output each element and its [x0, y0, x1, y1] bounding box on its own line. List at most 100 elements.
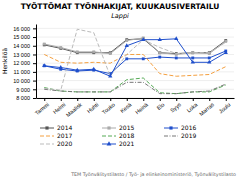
y-tick-label: 13 000 [13, 52, 30, 58]
marker [59, 65, 63, 69]
marker [43, 43, 46, 46]
legend: 20142015201620172018201920202021 [40, 124, 196, 147]
y-tick: 14 000 [13, 43, 36, 49]
x-tick-mark [94, 98, 95, 101]
marker [142, 57, 145, 60]
legend-swatch [164, 136, 178, 137]
y-tick-mark [33, 37, 36, 38]
legend-swatch [40, 136, 54, 137]
footer: TEM Työnvälitystilasto / Työ- ja elinkei… [70, 172, 236, 177]
x-tick-label: Kesä [119, 101, 133, 114]
y-tick: 13 000 [13, 52, 36, 58]
grid-line [36, 45, 234, 46]
x-tick-label: Marras [198, 101, 215, 117]
x-tick-label: Syys [169, 101, 182, 113]
series-line [44, 54, 226, 76]
marker [191, 60, 195, 64]
marker [208, 57, 211, 60]
grid-line [36, 71, 234, 72]
y-tick-mark [33, 72, 36, 73]
legend-item: 2021 [102, 140, 134, 147]
y-tick-mark [33, 54, 36, 55]
legend-label: 2021 [119, 140, 134, 147]
y-tick-mark [33, 63, 36, 64]
marker [125, 57, 128, 60]
marker [108, 74, 112, 78]
legend-marker [169, 126, 172, 129]
x-tick: Touko [101, 98, 116, 115]
grid-line [36, 28, 234, 29]
x-tick-label: Loka [185, 101, 199, 114]
marker [109, 52, 112, 55]
legend-marker [107, 141, 112, 145]
marker [158, 56, 161, 59]
y-tick-mark [33, 81, 36, 82]
marker [191, 51, 194, 54]
y-tick-label: 10 000 [13, 78, 30, 84]
x-tick-mark [160, 98, 161, 101]
marker [191, 51, 194, 54]
series [44, 29, 226, 90]
x-tick-mark [127, 98, 128, 101]
marker [224, 39, 227, 42]
x-tick: Helmi [52, 98, 67, 115]
x-tick-mark [193, 98, 194, 101]
y-axis-title: Henkilöä [1, 48, 8, 74]
y-tick-label: 12 000 [13, 60, 30, 66]
x-tick: Marras [198, 98, 215, 117]
legend-item: 2019 [164, 132, 196, 139]
plot: 8 000 9 000 10 000 11 000 12 000 13 000 14 000… [13, 25, 234, 118]
legend-label: 2016 [181, 124, 196, 131]
x-tick-mark [143, 98, 144, 101]
x-tick-mark [226, 98, 227, 101]
legend-label: 2014 [57, 124, 72, 131]
title: TYÖTTÖMAT TYÖNHAKIJAT, KUUKAUSIVERTAILU [21, 2, 220, 11]
y-tick: 9 000 [16, 87, 36, 93]
legend-marker [107, 126, 110, 129]
x-tick-mark [61, 98, 62, 101]
x-tick-mark [44, 98, 45, 101]
x-tick-label: Huhti [86, 101, 100, 114]
legend-label: 2020 [57, 140, 72, 147]
chart: TYÖTTÖMAT TYÖNHAKIJAT, KUUKAUSIVERTAILUL… [0, 0, 240, 180]
series-line [44, 82, 226, 93]
marker [42, 63, 46, 67]
legend-swatch [102, 136, 116, 137]
marker [224, 50, 228, 54]
marker [92, 51, 95, 54]
marker [109, 51, 112, 54]
marker [125, 39, 128, 42]
subtitle: Lappi [111, 12, 129, 20]
y-tick: 15 000 [13, 34, 36, 40]
legend-label: 2017 [57, 132, 72, 139]
series [44, 82, 226, 93]
series [42, 36, 228, 77]
grid-line [36, 98, 234, 99]
series-group [42, 29, 228, 93]
y-tick: 8 000 [16, 95, 36, 101]
x-tick: Joulu [218, 98, 232, 114]
y-tick: 16 000 [13, 26, 36, 32]
x-tick: Huhti [86, 98, 100, 114]
marker [158, 51, 161, 54]
y-tick: 11 000 [14, 69, 36, 75]
marker [59, 46, 62, 49]
marker [141, 37, 145, 41]
marker [175, 57, 178, 60]
grid-line [36, 54, 234, 55]
marker [207, 60, 211, 64]
marker [158, 37, 162, 41]
x-tick-label: Tammi [34, 101, 50, 116]
x-tick: Heinä [134, 98, 150, 115]
y-tick-label: 9 000 [16, 87, 30, 93]
x-tick: Syys [169, 98, 182, 114]
y-tick-label: 16 000 [13, 26, 30, 32]
legend-item: 2016 [164, 124, 196, 131]
legend-marker [45, 126, 48, 129]
legend-item: 2020 [40, 140, 72, 147]
marker [174, 36, 178, 40]
marker [142, 37, 145, 40]
marker [92, 50, 95, 53]
series-line [44, 39, 226, 76]
x-tick-label: Touko [101, 101, 116, 115]
